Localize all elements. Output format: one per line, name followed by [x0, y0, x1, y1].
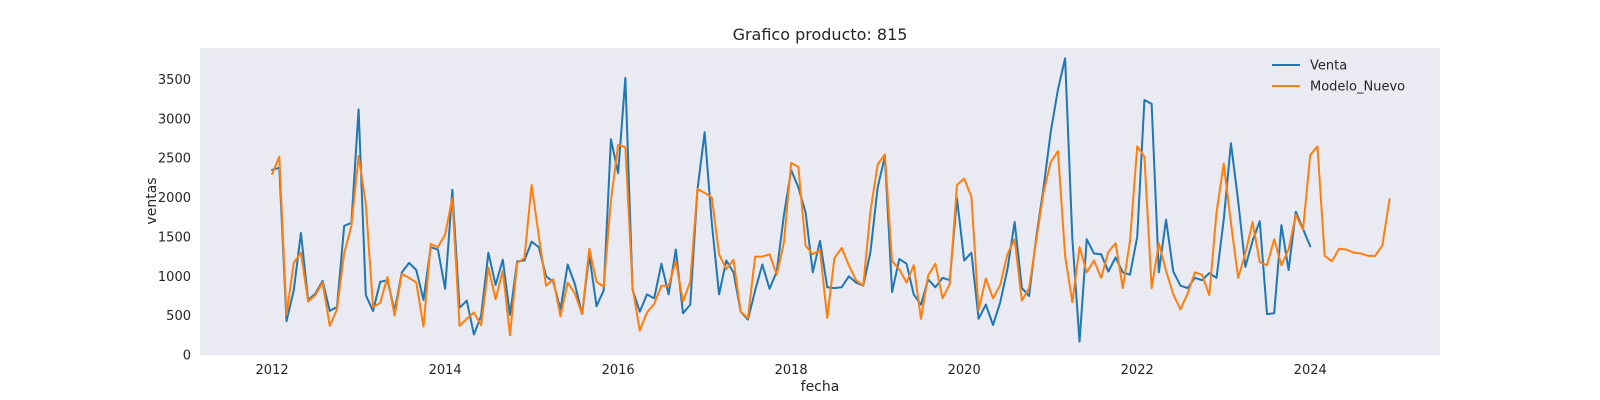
x-tick-label: 2016 [602, 363, 635, 378]
y-tick-label: 1000 [158, 270, 191, 285]
x-tick-label: 2014 [429, 363, 462, 378]
y-tick-label: 500 [166, 309, 191, 324]
x-tick-label: 2018 [775, 363, 808, 378]
plot-area [200, 48, 1440, 355]
y-tick-label: 3500 [158, 73, 191, 88]
series-lines [271, 57, 1391, 343]
y-axis: 0 500 1000 1500 2000 2500 3000 3500 [158, 73, 191, 364]
x-tick-label: 2012 [256, 363, 289, 378]
legend-label: Modelo_Nuevo [1310, 80, 1405, 95]
legend-label: Venta [1310, 59, 1347, 74]
x-tick-label: 2024 [1294, 363, 1327, 378]
y-tick-label: 2500 [158, 152, 191, 167]
y-tick-label: 1500 [158, 230, 191, 245]
x-axis: 2012 2014 2016 2018 2020 2022 2024 [256, 363, 1327, 378]
x-tick-label: 2022 [1121, 363, 1154, 378]
x-axis-label: fecha [801, 379, 840, 395]
y-axis-label: ventas [144, 177, 160, 224]
y-tick-label: 0 [183, 349, 191, 364]
y-tick-label: 2000 [158, 191, 191, 206]
series-line-modelo-nuevo [271, 143, 1391, 337]
x-tick-label: 2020 [948, 363, 981, 378]
legend: Venta Modelo_Nuevo [1272, 59, 1405, 95]
y-tick-label: 3000 [158, 112, 191, 127]
chart-title: Grafico producto: 815 [733, 25, 908, 44]
